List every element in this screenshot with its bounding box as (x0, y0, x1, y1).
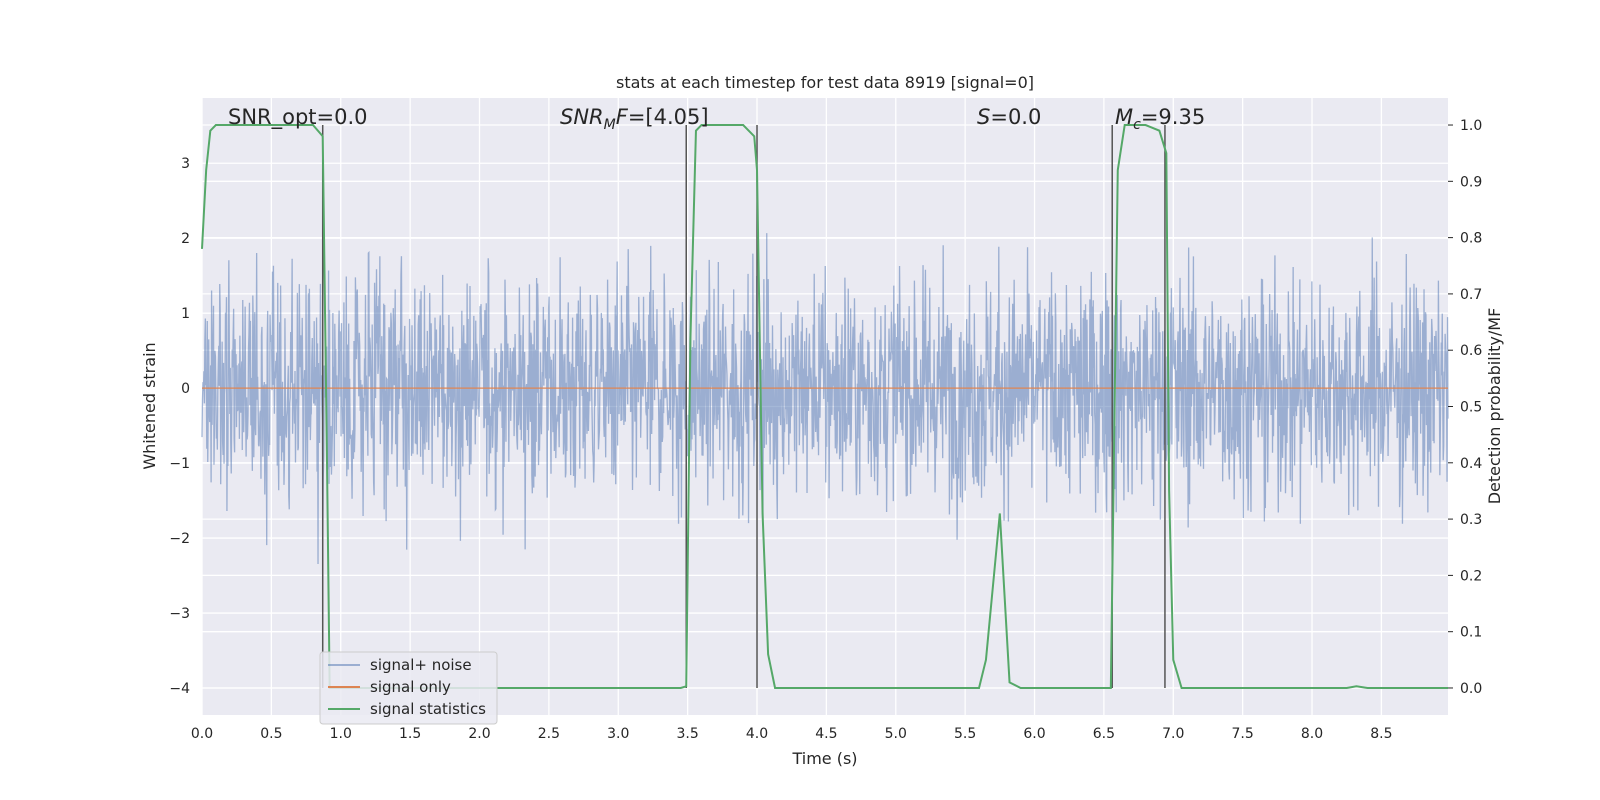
x-tick-label: 1.5 (399, 726, 421, 742)
snr-opt-annotation: SNR_opt=0.0 (228, 105, 368, 130)
x-tick-label: 2.0 (468, 726, 490, 742)
x-tick-label: 8.0 (1301, 726, 1323, 742)
right-y-tick-label: 0.8 (1460, 231, 1482, 247)
right-y-tick-label: 0.0 (1460, 681, 1482, 697)
left-y-axis-label: Whitened strain (140, 342, 159, 469)
x-tick-label: 5.5 (954, 726, 976, 742)
right-y-tick-label: 0.4 (1460, 456, 1482, 472)
signal-statistics-line (201, 124, 1448, 689)
right-y-axis-label: Detection probability/MF (1485, 308, 1504, 505)
x-tick-label: 1.0 (330, 726, 352, 742)
x-tick-label: 0.5 (260, 726, 282, 742)
legend-box (319, 651, 498, 725)
left-y-tick-label: 0 (181, 381, 190, 397)
x-tick-label: 3.5 (677, 726, 699, 742)
snr-mf-value: =[4.05] (628, 105, 709, 129)
x-tick-label: 4.5 (815, 726, 837, 742)
s-value: =0.0 (990, 105, 1041, 129)
mc-symbol: M (1115, 105, 1133, 129)
x-axis-label: Time (s) (791, 749, 857, 768)
right-y-tick-label: 1.0 (1460, 118, 1482, 134)
right-y-tick-label: 0.7 (1460, 287, 1482, 303)
legend-label-noise: signal+ noise (370, 656, 472, 674)
right-y-tick-label: 0.2 (1460, 568, 1482, 584)
right-y-tick-label: 0.9 (1460, 174, 1482, 190)
mc-annotation: Mc=9.35 (1115, 105, 1205, 133)
legend-label-signal: signal only (370, 678, 451, 696)
left-y-tick-label: −4 (169, 681, 190, 697)
x-tick-label: 7.0 (1162, 726, 1184, 742)
x-tick-label: 4.0 (746, 726, 768, 742)
left-y-tick-label: 2 (181, 231, 190, 247)
s-symbol: S (977, 105, 990, 129)
x-tick-label: 6.5 (1093, 726, 1115, 742)
mc-value: =9.35 (1141, 105, 1205, 129)
left-y-tick-label: −3 (169, 606, 190, 622)
left-y-tick-label: −2 (169, 531, 190, 547)
mc-subscript: c (1133, 117, 1141, 133)
x-tick-label: 7.5 (1232, 726, 1254, 742)
snr-mf-subscript: M (604, 117, 616, 133)
x-tick-labels: 0.0 0.5 1.0 1.5 2.0 2.5 3.0 3.5 4.0 4.5 5.0 5.5 6.0 6… (191, 726, 1393, 742)
s-annotation: S=0.0 (977, 105, 1041, 129)
signal-noise-line (201, 233, 1449, 565)
right-y-tick-label: 0.1 (1460, 625, 1482, 641)
signal-statistics-series (201, 124, 1448, 689)
snr-mf-annotation: SNRMF=[4.05] (560, 105, 709, 133)
legend: signal+ noise signal only signal statist… (319, 651, 498, 725)
signal-noise-series (201, 233, 1449, 565)
x-tick-label: 0.0 (191, 726, 213, 742)
left-y-tick-label: 3 (181, 156, 190, 172)
x-tick-label: 2.5 (538, 726, 560, 742)
right-y-tick-labels: 1.0 0.9 0.8 0.7 0.6 0.5 0.4 0.3 0.2 0.1 0.0 (1448, 118, 1482, 697)
snr-mf-symbol: SNR (560, 105, 604, 129)
x-tick-label: 6.0 (1023, 726, 1045, 742)
chart-title: stats at each timestep for test data 891… (616, 73, 1034, 92)
snr-mf-tail: F (616, 105, 629, 129)
x-tick-label: 3.0 (607, 726, 629, 742)
left-y-tick-label: 1 (181, 306, 190, 322)
left-y-tick-labels: 3 2 1 0 −1 −2 −3 −4 (169, 156, 190, 697)
right-y-tick-label: 0.6 (1460, 343, 1482, 359)
x-tick-label: 8.5 (1370, 726, 1392, 742)
legend-label-stats: signal statistics (370, 700, 486, 718)
x-tick-label: 5.0 (885, 726, 907, 742)
left-y-tick-label: −1 (169, 456, 190, 472)
right-y-tick-label: 0.3 (1460, 512, 1482, 528)
right-y-tick-label: 0.5 (1460, 400, 1482, 416)
